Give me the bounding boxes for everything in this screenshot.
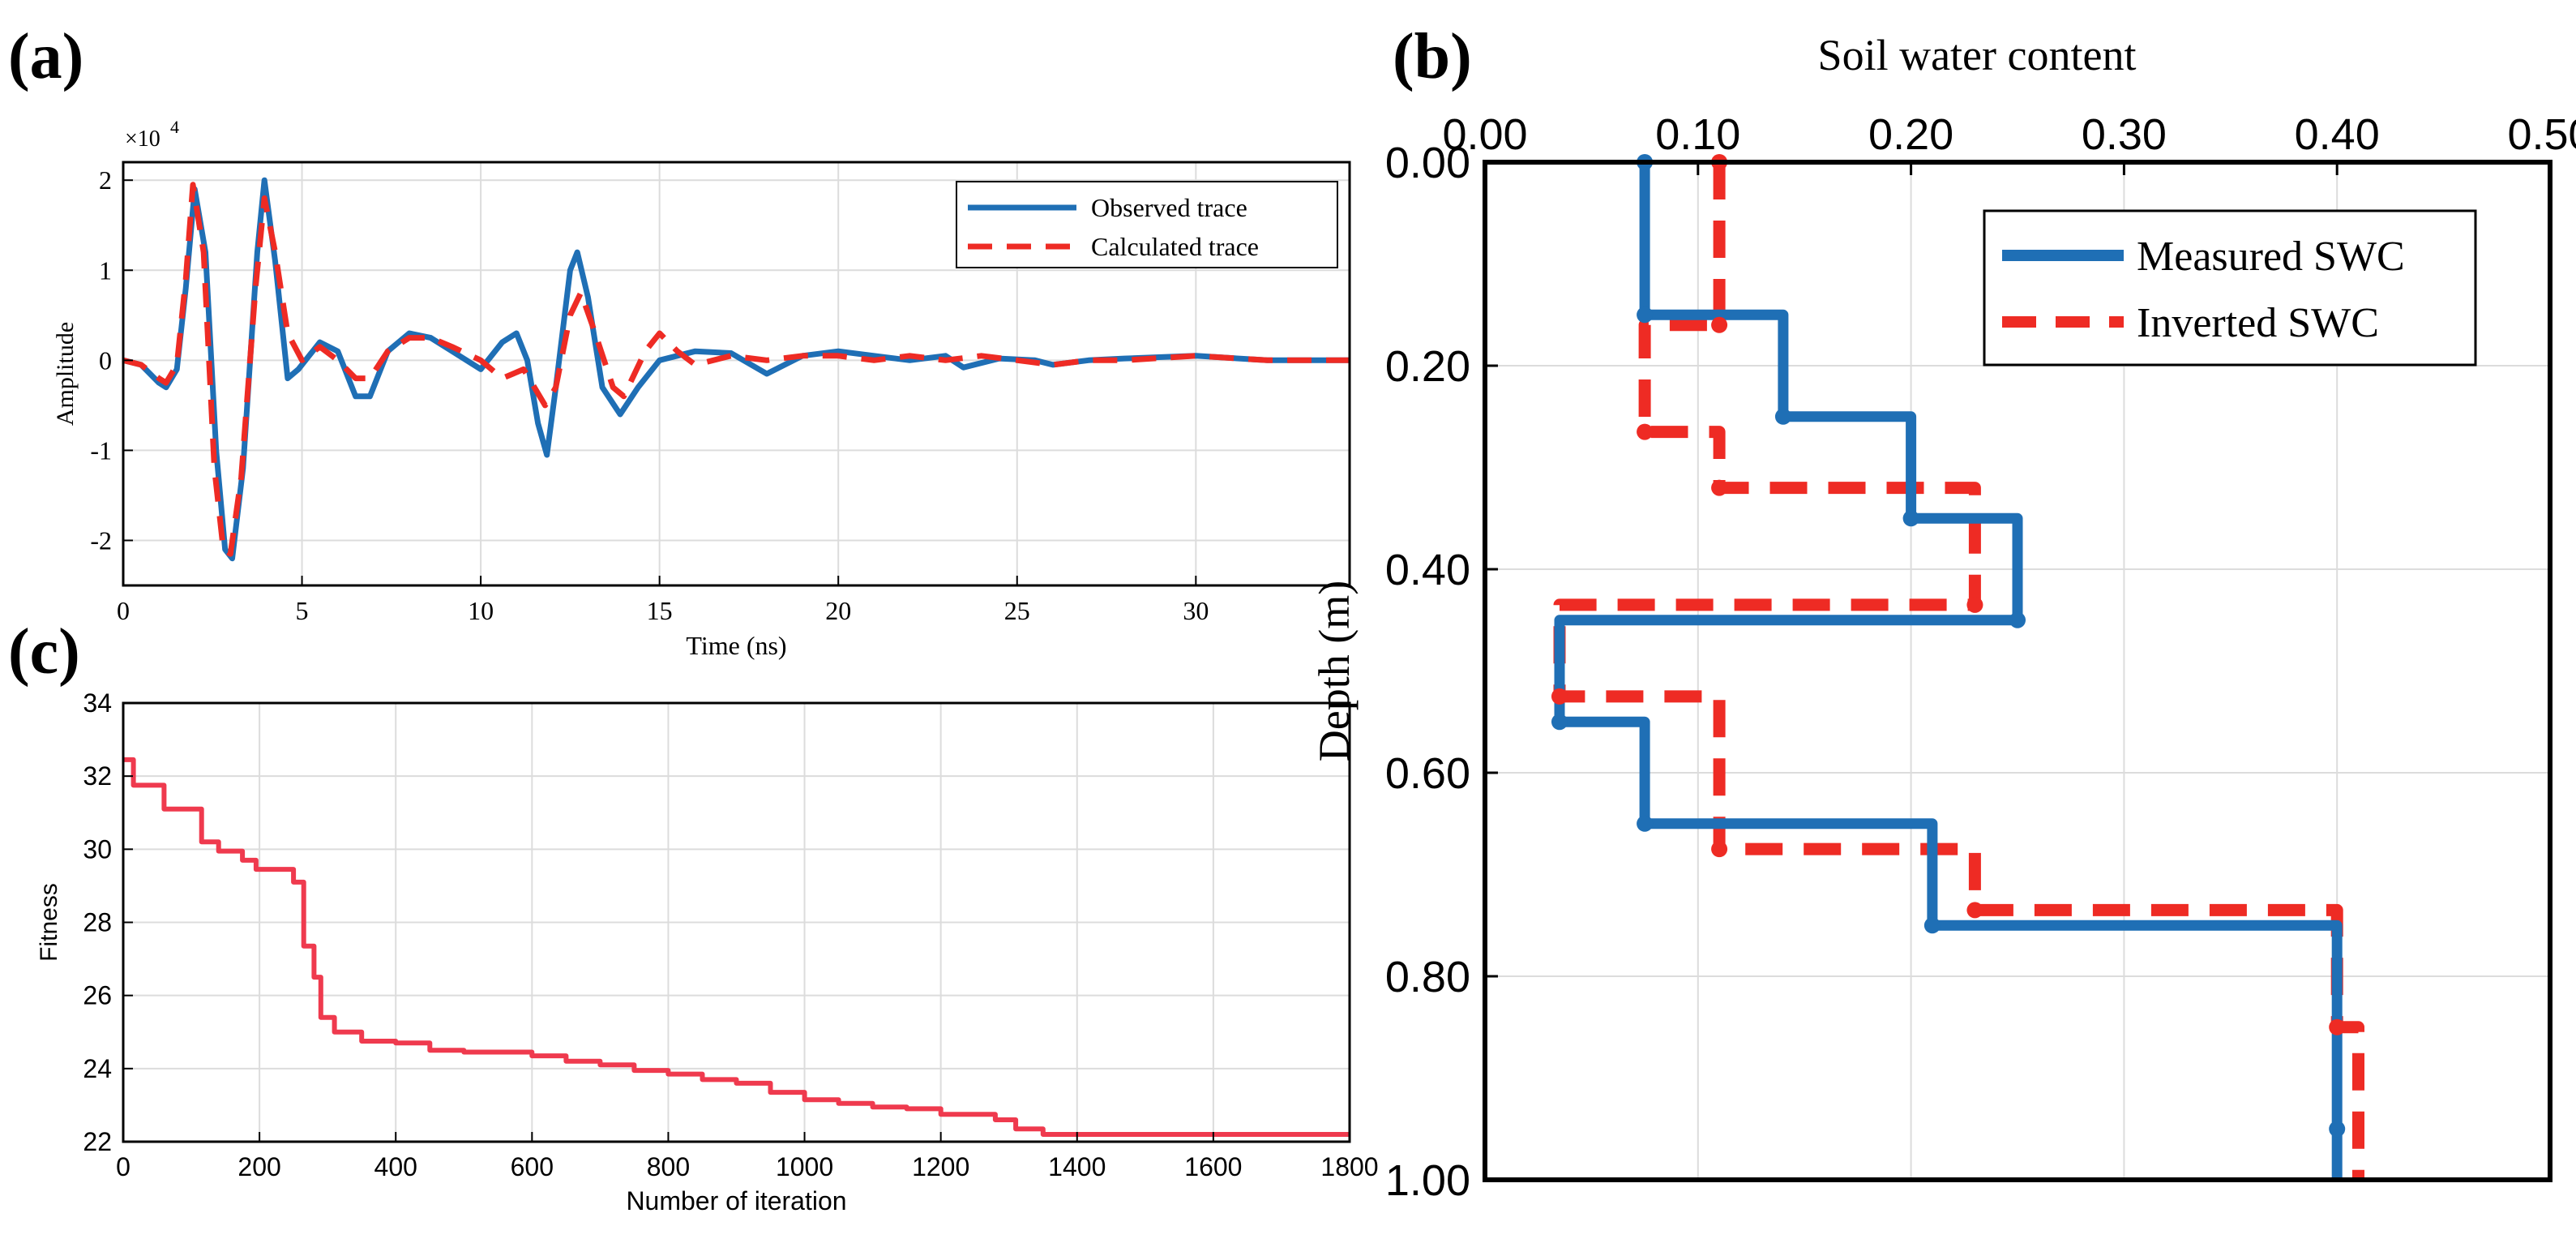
- y-axis-label-c: Fitness: [36, 883, 62, 962]
- axes-box-b: [1483, 160, 2552, 1182]
- panel-a: (a) 0 5 10 15 20 25 30 -2 -1 0 1 2 ×10 4 Time (ns) Ampli…: [8, 21, 1351, 660]
- tick-label-y-c: 22: [83, 1127, 112, 1156]
- tick-label-y-a: -1: [90, 435, 112, 465]
- x-axis-label-b: Soil water content: [1818, 31, 2137, 79]
- tick-label-x-c: 600: [511, 1152, 554, 1181]
- panel-label-a: (a): [8, 21, 83, 92]
- marker-inverted: [1711, 841, 1728, 858]
- b-series-measured-swc: [1554, 162, 2343, 1180]
- tick-label-y-c: 34: [83, 688, 112, 718]
- tick-label-x-c: 1000: [776, 1152, 833, 1181]
- tick-label-y-a: -2: [90, 525, 112, 555]
- tick-label-x-c: 400: [374, 1152, 417, 1181]
- marker-measured: [1902, 510, 1919, 527]
- tick-label-x-a: 10: [468, 596, 494, 625]
- tick-label-x-b: 0.50: [2507, 110, 2576, 159]
- tick-label-x-a: 5: [296, 596, 309, 625]
- tick-label-y-b: 0.20: [1385, 342, 1470, 391]
- tick-label-y-b: 0.80: [1385, 953, 1470, 1001]
- legend-a: Observed trace Calculated trace: [956, 181, 1338, 268]
- panel-c: (c) 0 200 400 600 800 1000 1200 1400 1600 1800 22 24…: [8, 616, 1379, 1215]
- marker-measured: [2329, 1121, 2346, 1138]
- x-axis-label-a: Time (ns): [686, 631, 786, 660]
- tick-label-x-b: 0.10: [1655, 110, 1740, 159]
- marker-measured: [1551, 714, 1568, 731]
- marker-measured: [1774, 408, 1791, 425]
- legend-box-b: [1983, 209, 2477, 367]
- tick-label-x-a: 25: [1004, 596, 1030, 625]
- marker-inverted: [1966, 596, 1983, 613]
- exponent-label-a: ×10: [125, 126, 160, 152]
- panel-label-c: (c): [8, 616, 80, 688]
- tick-label-y-b: 0.60: [1385, 749, 1470, 798]
- tick-label-x-b: 0.00: [1442, 110, 1527, 159]
- tick-label-y-c: 26: [83, 981, 112, 1010]
- tick-label-x-a: 20: [825, 596, 851, 625]
- marker-inverted: [1711, 479, 1728, 496]
- tick-label-x-c: 0: [116, 1152, 131, 1181]
- tick-label-y-b: 0.40: [1385, 546, 1470, 594]
- tick-label-x-c: 1200: [912, 1152, 969, 1181]
- tick-label-x-a: 0: [117, 596, 130, 625]
- y-axis-label-a: Amplitude: [52, 322, 79, 426]
- tick-label-x-c: 1400: [1048, 1152, 1106, 1181]
- legend-label-a: Calculated trace: [1091, 232, 1259, 261]
- tick-label-x-b: 0.20: [1868, 110, 1953, 159]
- marker-inverted: [1637, 423, 1654, 440]
- legend-b: Measured SWC Inverted SWC: [1983, 209, 2477, 367]
- tick-label-y-c: 32: [83, 761, 112, 791]
- marker-measured: [1923, 917, 1941, 934]
- tick-label-x-c: 1800: [1320, 1152, 1378, 1181]
- legend-label-b: Inverted SWC: [2137, 300, 2379, 346]
- a-series-calculated-trace: [122, 182, 1350, 557]
- tick-label-x-a: 15: [647, 596, 673, 625]
- legend-box-a: [956, 181, 1338, 268]
- marker-inverted: [1711, 316, 1728, 333]
- panel-b: (b) 0.00 0.10 0.20 0.30 0.40 0.50 0.00 0.20 0.40 0…: [1310, 21, 2576, 1205]
- marker-measured: [1637, 815, 1654, 832]
- tick-label-x-b: 0.30: [2082, 110, 2167, 159]
- panel-label-b: (b): [1393, 21, 1472, 92]
- tick-label-x-c: 1600: [1184, 1152, 1242, 1181]
- a-series-observed-trace: [122, 177, 1350, 562]
- marker-measured: [2009, 611, 2026, 628]
- tick-label-y-a: 1: [99, 255, 112, 285]
- axes-box-a: [122, 161, 1351, 587]
- legend-label-b: Measured SWC: [2137, 234, 2405, 280]
- marker-inverted: [1966, 902, 1983, 919]
- exponent-power-a: 4: [170, 117, 179, 137]
- tick-label-y-a: 0: [99, 345, 112, 375]
- tick-label-y-b: 0.00: [1385, 139, 1470, 187]
- x-axis-label-c: Number of iteration: [626, 1186, 846, 1215]
- tick-label-y-b: 1.00: [1385, 1156, 1470, 1205]
- tick-label-x-a: 30: [1183, 596, 1209, 625]
- marker-inverted: [2329, 1018, 2346, 1035]
- tick-label-y-c: 28: [83, 908, 112, 937]
- y-axis-label-b: Depth (m): [1310, 581, 1359, 761]
- tick-label-y-c: 24: [83, 1054, 112, 1083]
- legend-label-a: Observed trace: [1091, 193, 1247, 222]
- c-series-0: [123, 757, 1350, 1137]
- marker-measured: [1637, 307, 1654, 324]
- marker-inverted: [1551, 688, 1568, 705]
- tick-label-y-c: 30: [83, 834, 112, 864]
- tick-label-x-b: 0.40: [2295, 110, 2380, 159]
- tick-label-x-c: 800: [647, 1152, 690, 1181]
- tick-label-y-a: 2: [99, 165, 112, 195]
- tick-label-x-c: 200: [237, 1152, 280, 1181]
